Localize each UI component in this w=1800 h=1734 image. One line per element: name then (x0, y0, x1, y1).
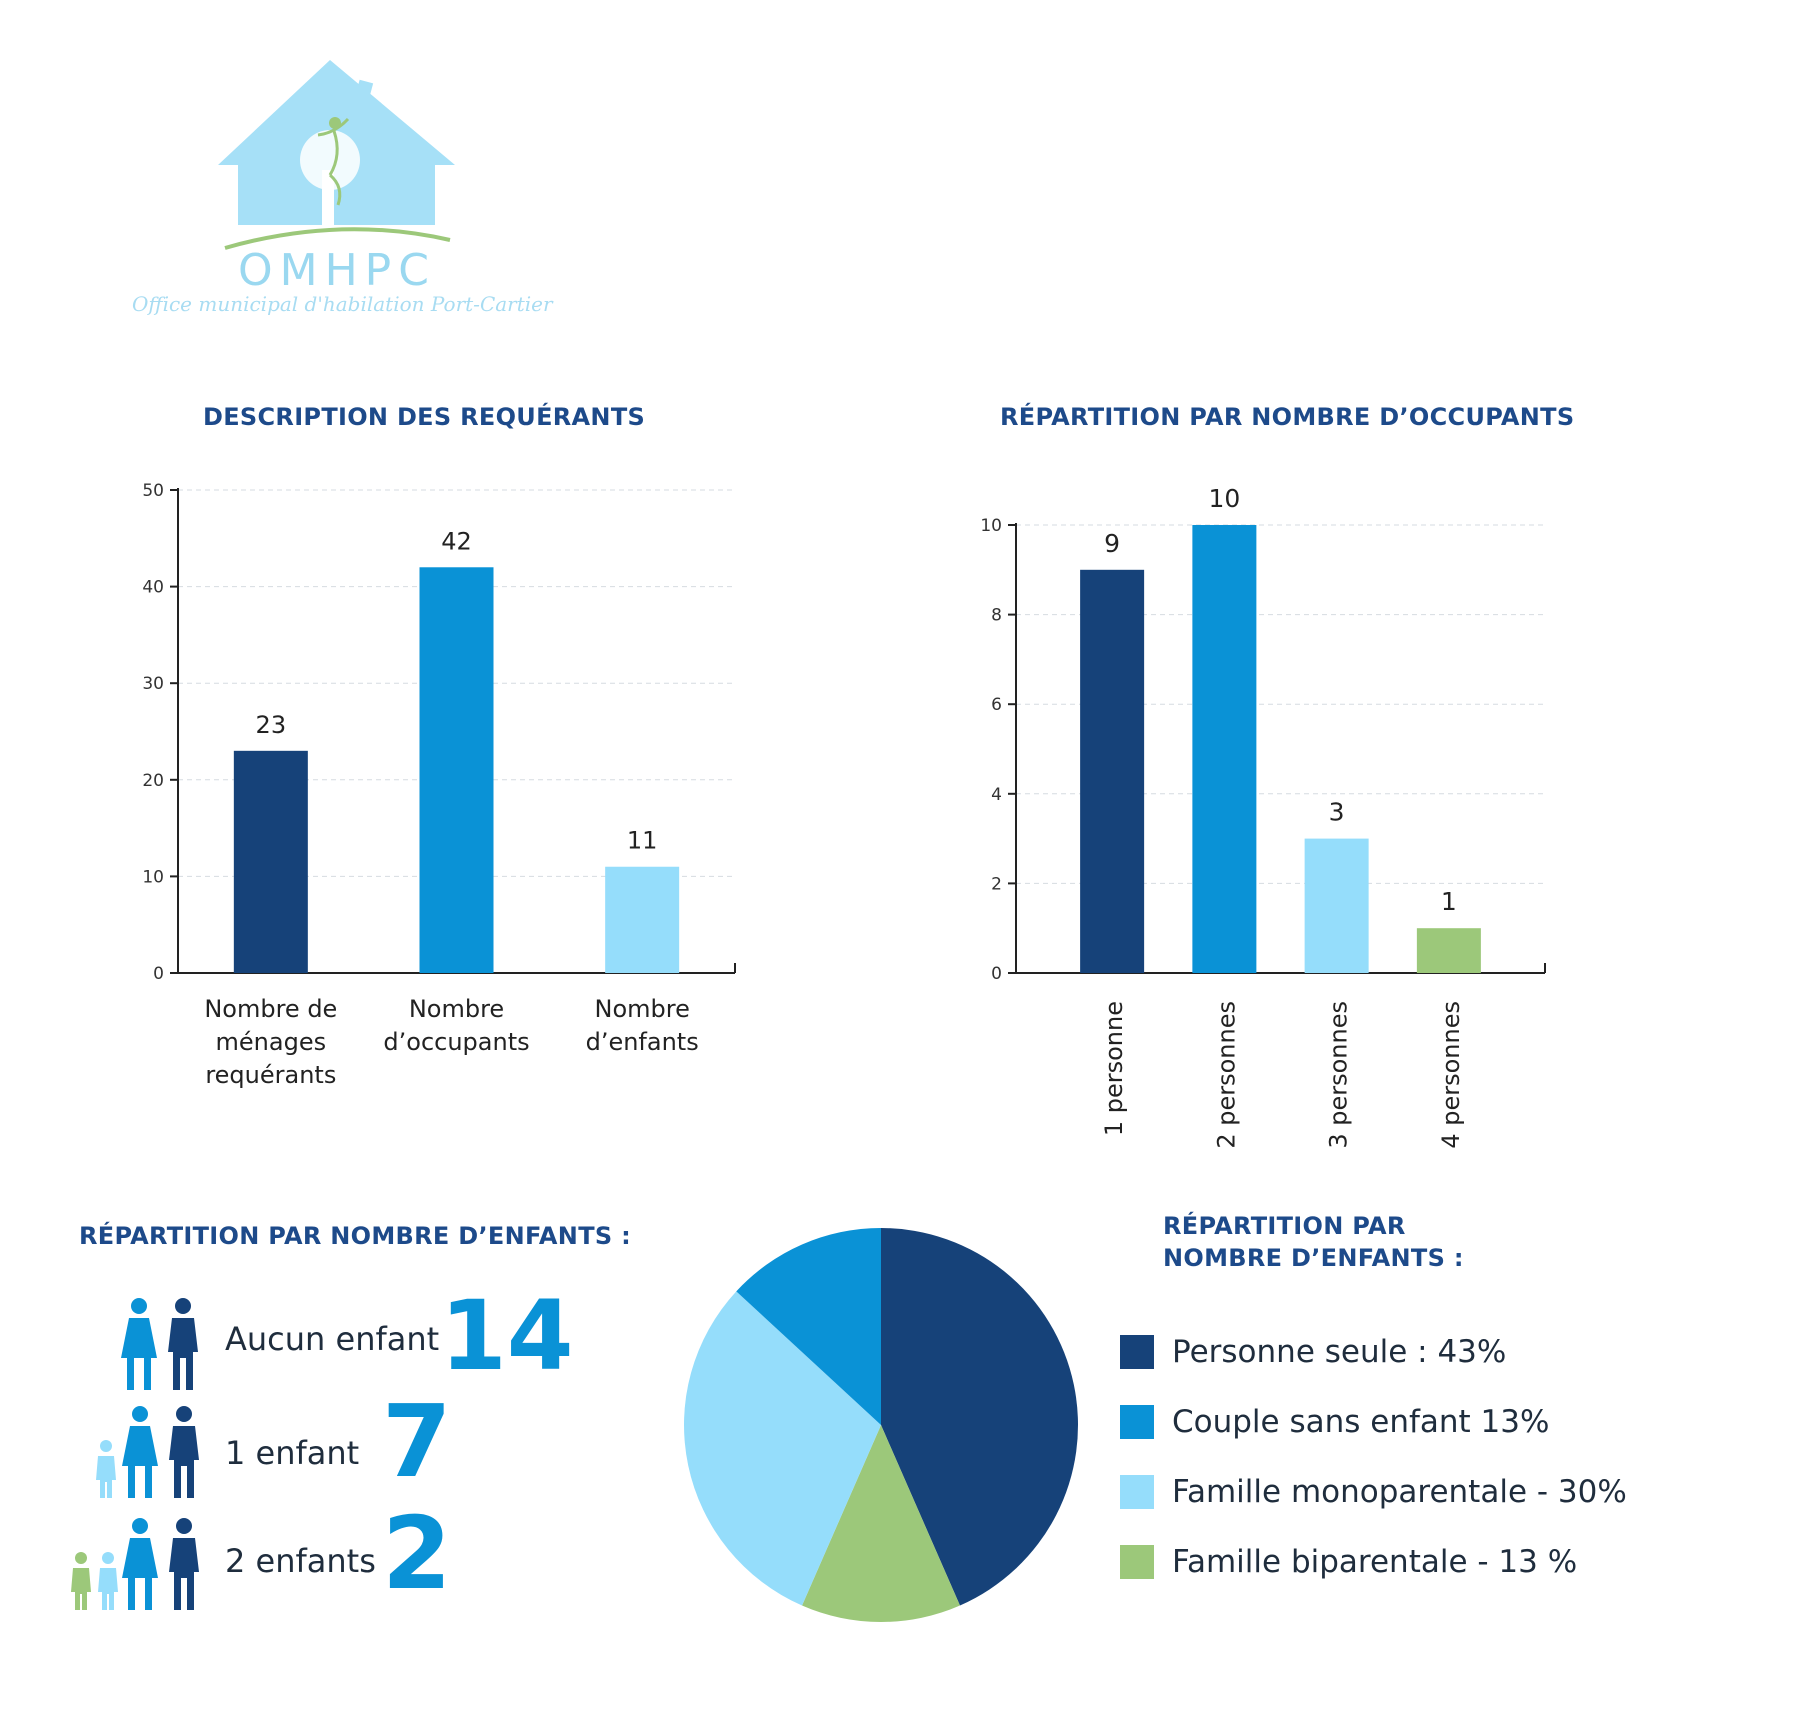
x-category-label: 2 personnes (1212, 1001, 1240, 1149)
legend-swatch (1120, 1475, 1154, 1509)
children-row-label: Aucun enfant (225, 1320, 440, 1358)
legend-swatch (1120, 1405, 1154, 1439)
children-row-one: 1 enfant 7 (60, 1390, 580, 1500)
children-row-two: 2 enfants 2 (60, 1502, 580, 1612)
bar-value-label: 9 (1104, 529, 1120, 558)
bar (1080, 569, 1145, 973)
pie-title-line1: RÉPARTITION PAR (1163, 1212, 1406, 1240)
household-pie-chart (684, 1228, 1078, 1622)
bar-value-label: 23 (256, 711, 287, 739)
y-tick-label: 40 (142, 578, 164, 598)
x-category-label: Nombre d’enfants (586, 995, 699, 1056)
logo-subtitle: Office municipal d'habilation Port-Carti… (132, 292, 553, 316)
legend-item: Famille monoparentale - 30% (1120, 1474, 1627, 1510)
bar (1304, 838, 1369, 973)
y-tick-label: 0 (153, 964, 164, 984)
bar-value-label: 10 (1208, 484, 1240, 513)
y-tick-label: 2 (991, 874, 1002, 894)
children-row-label: 2 enfants (225, 1542, 376, 1580)
legend-label: Couple sans enfant 13% (1172, 1404, 1550, 1440)
pie-slice (802, 1425, 960, 1622)
legend-label: Famille monoparentale - 30% (1172, 1474, 1627, 1510)
house-logo-icon (218, 60, 455, 250)
legend-label: Famille biparentale - 13 % (1172, 1544, 1578, 1580)
x-category-label: 1 personne (1100, 1001, 1128, 1136)
y-tick-label: 8 (991, 606, 1002, 626)
pie-slice (684, 1291, 881, 1606)
bar-value-label: 3 (1329, 798, 1345, 827)
x-category-label: 3 personnes (1325, 1001, 1353, 1149)
chart1-title: DESCRIPTION DES REQUÉRANTS (203, 403, 646, 431)
pie-slice (736, 1228, 881, 1425)
bar-value-label: 11 (627, 827, 658, 855)
children-row-count: 14 (440, 1280, 574, 1392)
x-category-label: Nombre d’occupants (383, 995, 529, 1056)
bar-value-label: 42 (441, 527, 472, 555)
children-row-none: Aucun enfant 14 (60, 1280, 580, 1390)
logo-name: OMHPC (238, 245, 436, 296)
bar (419, 567, 494, 973)
bar (233, 750, 308, 973)
chart2-title: RÉPARTITION PAR NOMBRE D’OCCUPANTS (1000, 403, 1575, 431)
x-category-label: Nombre de ménages requérants (204, 995, 337, 1089)
family-two-children-icon (71, 1518, 199, 1610)
pie-title-line2: NOMBRE D’ENFANTS : (1163, 1244, 1464, 1272)
family-one-child-icon (96, 1406, 199, 1498)
bar-value-label: 1 (1441, 887, 1457, 916)
y-tick-label: 30 (142, 674, 164, 694)
requerants-bar-chart: 0 10 20 30 40 50 23 Nombre de ménages requérants 4… (142, 481, 736, 1089)
y-tick-label: 10 (980, 516, 1002, 536)
children-row-count: 2 (382, 1495, 452, 1612)
legend-swatch (1120, 1545, 1154, 1579)
y-tick-label: 20 (142, 771, 164, 791)
occupants-bar-chart: 0 2 4 6 8 10 9 1 personne 10 2 personnes 3 3 person… (980, 484, 1546, 1149)
pie-slice (881, 1228, 1078, 1606)
bar (1192, 525, 1257, 973)
logo: OMHPC Office municipal d'habilation Port… (130, 55, 553, 325)
legend-item: Personne seule : 43% (1120, 1334, 1507, 1370)
bar (605, 866, 680, 973)
y-tick-label: 10 (142, 867, 164, 887)
y-tick-label: 0 (991, 964, 1002, 984)
legend-label: Personne seule : 43% (1172, 1334, 1507, 1370)
children-title: RÉPARTITION PAR NOMBRE D’ENFANTS : (79, 1222, 632, 1250)
children-row-label: 1 enfant (225, 1434, 360, 1472)
legend-item: Couple sans enfant 13% (1120, 1404, 1550, 1440)
y-tick-label: 50 (142, 481, 164, 501)
legend-swatch (1120, 1335, 1154, 1369)
bar (1416, 928, 1481, 973)
couple-icon (121, 1298, 198, 1390)
legend-item: Famille biparentale - 13 % (1120, 1544, 1578, 1580)
children-row-count: 7 (382, 1383, 452, 1500)
y-tick-label: 6 (991, 695, 1002, 715)
y-tick-label: 4 (991, 785, 1002, 805)
x-category-label: 4 personnes (1437, 1001, 1465, 1149)
